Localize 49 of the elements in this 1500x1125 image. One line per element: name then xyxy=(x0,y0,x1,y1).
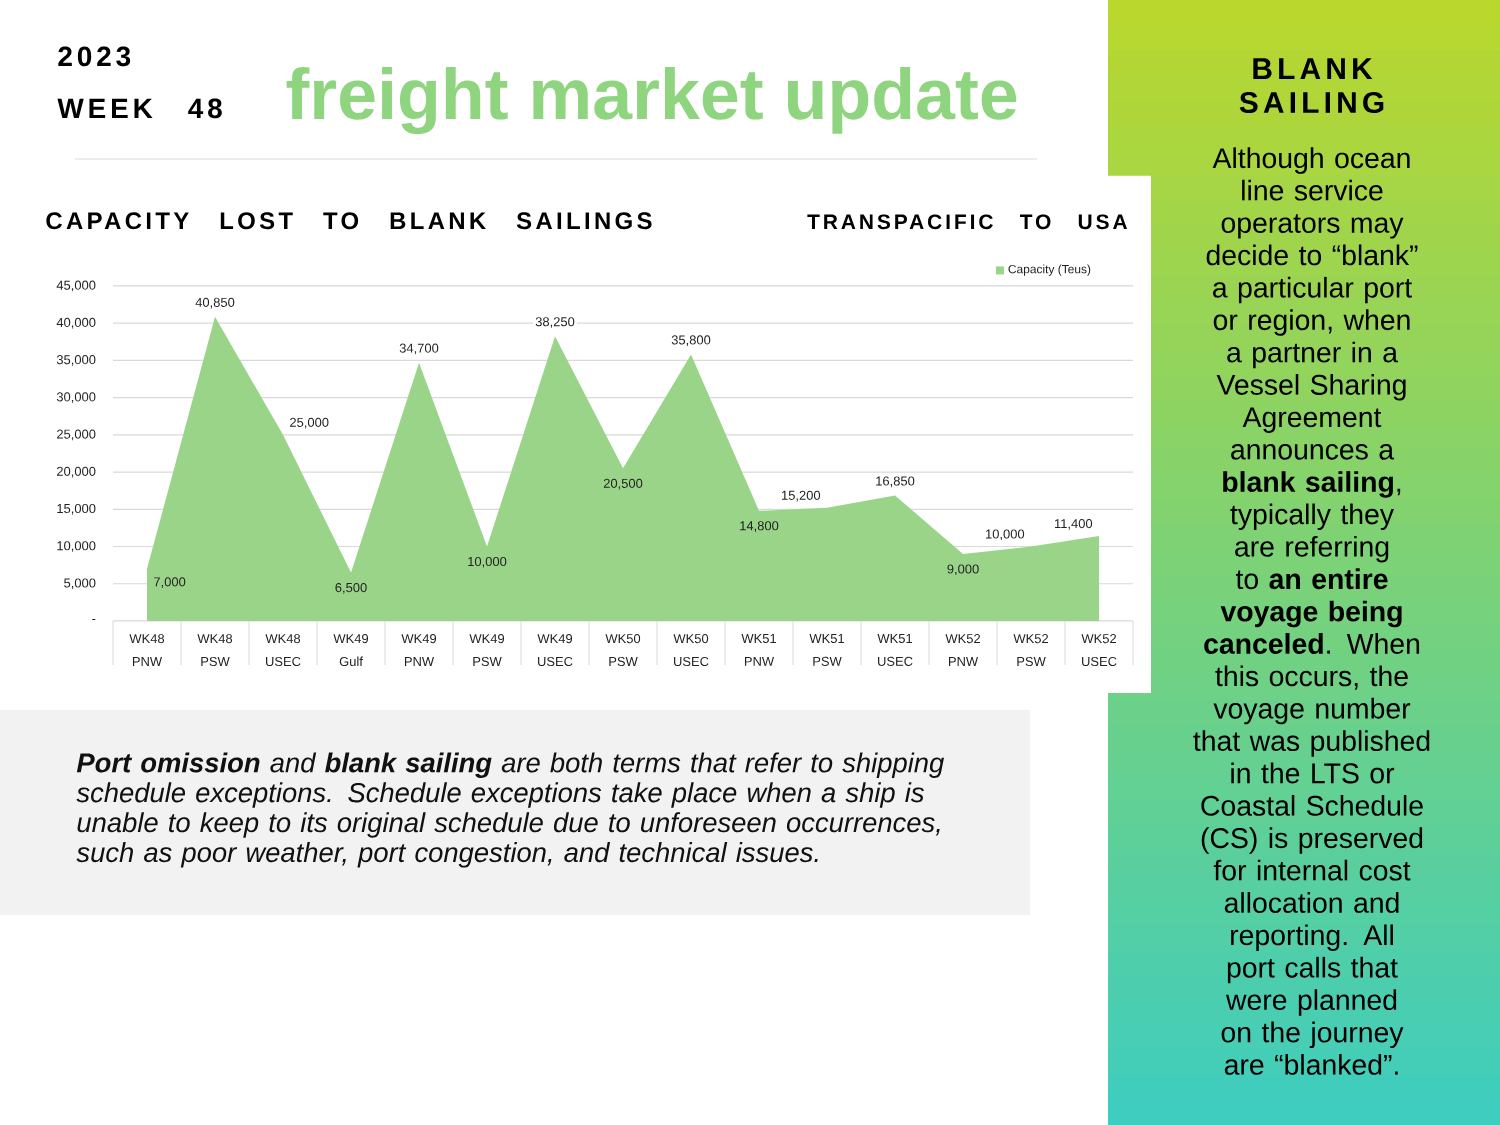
data-label: 38,250 xyxy=(535,317,575,328)
data-label: 16,850 xyxy=(876,476,915,488)
x-tick-label: WK48 PNW xyxy=(129,634,165,666)
text: 2023 xyxy=(58,46,131,67)
x-tick-label: WK52 USEC xyxy=(1081,634,1117,667)
data-label: 10,000 xyxy=(986,529,1025,541)
y-tick-label: 15,000 xyxy=(57,503,96,515)
y-tick-label: 5,000 xyxy=(64,578,96,590)
chart-subtitle: TRANSPACIFIC TO USA xyxy=(807,214,1128,230)
chart-title: CAPACITY LOST TO BLANK SAILINGS xyxy=(46,212,652,230)
x-tick-label: WK48 PSW xyxy=(197,634,233,667)
data-label: 34,700 xyxy=(399,343,439,355)
x-tick-label: WK51 PNW xyxy=(741,634,777,666)
data-label: 35,800 xyxy=(671,335,711,347)
text: BLANK SAILING xyxy=(1239,58,1384,114)
y-tick-label: 35,000 xyxy=(56,355,96,366)
data-label: 11,400 xyxy=(1054,519,1093,530)
x-tick-label: WK50 USEC xyxy=(673,634,709,667)
data-label: 20,500 xyxy=(603,478,643,490)
y-tick-label: 30,000 xyxy=(56,392,96,403)
data-label: 10,000 xyxy=(468,556,507,568)
x-tick-label: WK51 USEC xyxy=(877,634,913,666)
x-tick-label: WK49 Gulf xyxy=(333,634,369,667)
y-tick-label: 20,000 xyxy=(57,466,96,478)
y-tick-label: 25,000 xyxy=(57,429,96,441)
legend-label: Capacity (Teus) xyxy=(1008,264,1091,276)
data-label: 40,850 xyxy=(195,297,235,309)
x-tick-label: WK48 USEC xyxy=(265,634,301,667)
data-label: 15,200 xyxy=(782,490,821,502)
text: Port omission and blank sailing are both terms that refer to shipping schedule exceptions. Schedule exceptions take place when a ship is unable to keep to its original schedule due to unforeseen occurrences, such as poor weather, port congestion, and technical issues. xyxy=(76,752,945,868)
y-tick-label: 45,000 xyxy=(56,280,96,292)
text: Although ocean line service operators may decide to “blank” a particular port or region, when a partner in a Vessel Sharing Agreement announces a blank sailing, typically they are referring to an entire voyage being canceled. When this occurs, the voyage number that was published in the LTS or Coastal Schedule (CS) is preserved for internal cost allocation and reporting. All port calls that were planned on the journey are “blanked”. xyxy=(1193,147,1430,1075)
text: freight market update xyxy=(286,67,1017,135)
y-tick-label: 10,000 xyxy=(57,541,96,552)
x-tick-label: WK51 PSW xyxy=(809,634,845,666)
data-label: 14,800 xyxy=(740,521,779,532)
x-tick-label: WK52 PSW xyxy=(1013,634,1048,667)
text: WEEK 48 xyxy=(57,98,222,119)
x-tick-label: WK52 PNW xyxy=(945,634,980,666)
x-tick-label: WK49 USEC xyxy=(537,634,573,667)
y-tick-label: - xyxy=(92,619,96,620)
x-tick-label: WK49 PNW xyxy=(401,634,437,666)
x-tick-label: WK49 PSW xyxy=(469,634,505,667)
x-tick-label: WK50 PSW xyxy=(605,634,641,667)
data-label: 9,000 xyxy=(947,564,979,576)
data-label: 25,000 xyxy=(290,417,329,429)
y-tick-label: 40,000 xyxy=(56,317,96,329)
data-label: 6,500 xyxy=(335,582,367,594)
data-label: 7,000 xyxy=(154,577,186,588)
